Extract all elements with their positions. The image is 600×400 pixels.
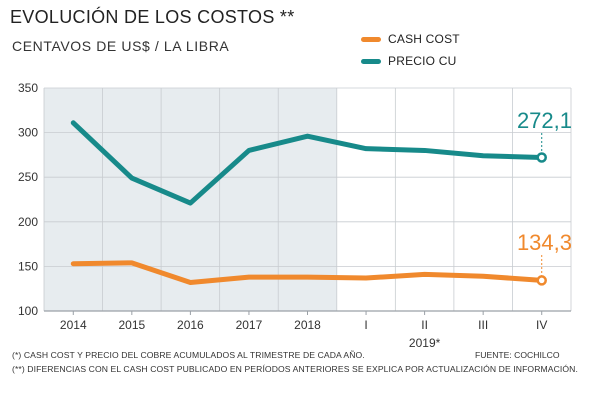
x-tick-label: II — [421, 318, 428, 332]
legend-swatch-precio-cu — [361, 58, 381, 64]
x-tick-label: 2014 — [60, 318, 87, 332]
x-tick-label: IV — [536, 318, 547, 332]
gridlines — [43, 87, 572, 312]
x-tick-label: 2018 — [294, 318, 321, 332]
legend-swatch-cash-cost — [361, 36, 381, 42]
footnote-2: (**) DIFERENCIAS CON EL CASH COST PUBLIC… — [12, 364, 578, 374]
series-line-cash-cost — [70, 260, 545, 285]
value-label-precio-cu: 272,1 — [517, 108, 572, 133]
legend-item-cash-cost: CASH COST — [361, 31, 460, 47]
x-tick-label: 2017 — [236, 318, 263, 332]
x-tick-label: 2016 — [177, 318, 204, 332]
end-point-marker — [536, 152, 547, 163]
y-tick-label: 150 — [18, 259, 38, 273]
x-tick-label: I — [364, 318, 367, 332]
y-tick-label: 300 — [18, 126, 38, 140]
legend-label-precio-cu: PRECIO CU — [388, 54, 457, 68]
value-labels: 272,1 134,3 — [517, 108, 572, 276]
series-line-precio-cu — [70, 120, 545, 206]
footnote-1: (*) CASH COST Y PRECIO DEL COBRE ACUMULA… — [12, 350, 365, 360]
shaded-years-band — [44, 88, 337, 311]
end-point-marker — [536, 275, 547, 286]
chart-title: EVOLUCIÓN DE LOS COSTOS ** — [10, 7, 295, 27]
legend-item-precio-cu: PRECIO CU — [361, 53, 456, 69]
x-group-label: 2019* — [409, 336, 441, 350]
y-tick-label: 250 — [18, 170, 38, 184]
x-tick-label: 2015 — [118, 318, 145, 332]
x-tick-label: III — [478, 318, 488, 332]
chart-subtitle: CENTAVOS DE US$ / LA LIBRA — [12, 38, 230, 54]
y-tick-label: 350 — [18, 81, 38, 95]
series-lines — [70, 120, 547, 286]
source-note: FUENTE: COCHILCO — [475, 350, 560, 360]
shaded-band — [44, 88, 337, 311]
y-tick-label: 200 — [18, 215, 38, 229]
legend-label-cash-cost: CASH COST — [388, 32, 460, 46]
y-tick-label: 100 — [18, 304, 38, 318]
value-label-cash-cost: 134,3 — [517, 230, 572, 255]
